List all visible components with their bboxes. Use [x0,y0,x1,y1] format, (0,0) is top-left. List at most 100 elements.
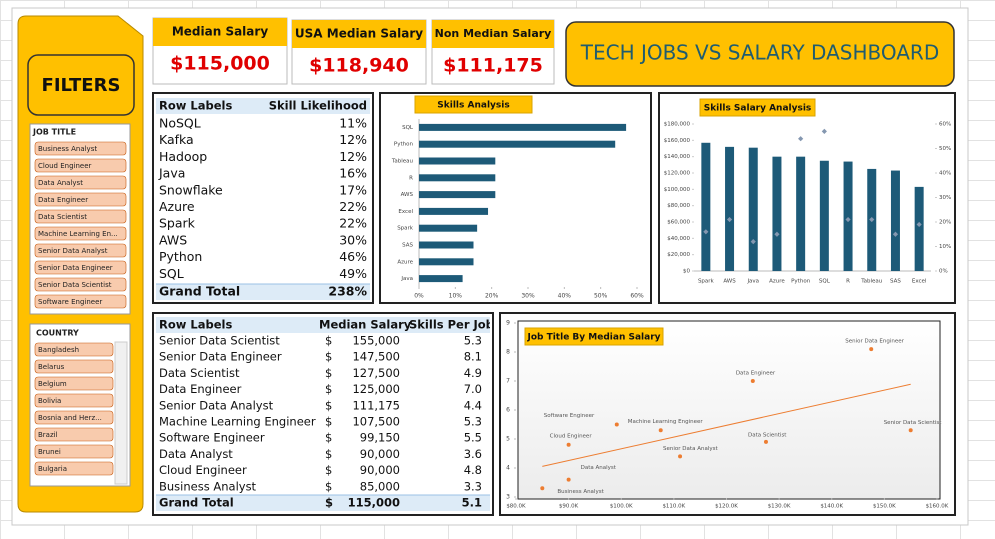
x-tick-label: Azure [769,279,785,285]
table-cell: Grand Total [159,284,240,299]
slicer-item[interactable] [34,427,114,442]
slicer-item[interactable] [34,410,114,425]
table-cell: 107,500 [352,415,400,429]
x-tick-label: Java [746,279,759,285]
y-tick-label: $160,000 [664,138,691,144]
table-cell: 17% [339,182,367,197]
table-cell: SQL [159,266,184,281]
bar [419,258,474,266]
table-cell: Java [158,166,185,181]
title-box [565,21,955,87]
table-cell: Data Engineer [159,382,242,396]
table-cell: $ [325,463,332,477]
x-tick-label: $140.0K [820,504,843,510]
x-tick-label: $130.0K [768,504,791,510]
table-cell: 238% [328,284,367,299]
point-label: Business Analyst [557,489,604,495]
y-tick-label: SQL [402,125,414,131]
scrollbar[interactable] [114,341,128,485]
skill-table [152,92,374,304]
y2-tick-label: 30% [939,195,951,201]
table-cell: Kafka [159,132,194,147]
slicer-item[interactable] [34,359,114,374]
slicer-item[interactable] [34,461,114,476]
marker [798,136,804,142]
table-cell: 30% [339,232,367,247]
marker [703,229,709,235]
slicer-item[interactable] [34,243,127,258]
card-header [292,20,426,48]
table-cell: 5.3 [464,415,482,429]
slicer-item[interactable] [34,393,114,408]
table-cell: 5.1 [462,496,482,510]
card-header [153,18,287,46]
slicer-item-label: Data Scientist [38,213,87,221]
slicer-item[interactable] [34,226,127,241]
y-tick-label: $80,000 [667,203,690,209]
table-cell: Senior Data Engineer [159,350,282,364]
card-label: Median Salary [172,25,268,39]
slicer-item-label: Software Engineer [38,298,102,306]
table-cell: Python [159,249,202,264]
slicer-item[interactable] [34,277,127,292]
x-tick-label: Excel [912,279,927,285]
slicer-item-label: Belgium [38,380,67,388]
salary-table [152,312,494,516]
y-tick-label: Spark [397,226,414,232]
slicer-item-label: Data Engineer [38,196,88,204]
filters-title: FILTERS [42,75,121,96]
slicer-item-label: Belarus [38,363,65,371]
slicer-item[interactable] [34,141,127,156]
y2-tick-label: 20% [939,220,951,226]
x-tick-label: $110.0K [662,504,685,510]
bar [419,140,616,148]
table-header: Skill Likelihood [269,99,367,113]
slicer-item[interactable] [34,192,127,207]
point-label: Data Analyst [581,465,617,471]
y-tick-label: 8 [506,349,510,356]
x-tick-label: Spark [698,279,715,285]
marker [750,239,756,245]
table-cell: Software Engineer [159,431,265,445]
y-tick-label: $100,000 [664,187,691,193]
marker [916,221,922,228]
y-tick-label: $120,000 [664,171,691,177]
slicer-item[interactable] [34,294,127,309]
x-tick-label: 40% [558,293,572,300]
point-label: Cloud Engineer [550,433,593,439]
table-cell: 99,150 [360,431,400,445]
slicer-item[interactable] [34,342,114,357]
slicer-item[interactable] [34,444,114,459]
bar [419,275,463,283]
x-tick-label: SQL [819,279,831,285]
table-header: Skills Per Job [409,318,494,332]
y-tick-label: $40,000 [667,236,690,242]
slicer-item-label: Data Analyst [38,179,83,187]
table-cell: Data Scientist [159,366,240,380]
point-label: Data Scientist [748,432,787,438]
slicer-item[interactable] [34,158,127,173]
slicer-item-label: Bulgaria [38,465,67,473]
table-cell: $ [325,382,332,396]
plot-area [517,320,941,500]
slicer-item[interactable] [34,376,114,391]
y-tick-label: $0 [683,269,690,275]
table-cell: 85,000 [360,479,400,493]
filters-box [27,54,135,116]
table-header: Median Salary [319,318,412,332]
slicer-item[interactable] [34,175,127,190]
table-cell: $ [325,415,332,429]
point [540,486,545,491]
bar [419,157,496,165]
table-cell: NoSQL [159,116,201,131]
bar [419,207,489,215]
table-cell: $ [325,431,332,445]
slicer-item[interactable] [34,260,127,275]
y-tick-label: 4 [506,465,510,472]
slicer-item-label: Machine Learning En... [38,230,118,238]
table-cell: 4.8 [464,463,482,477]
slicer-item[interactable] [34,209,127,224]
y-tick-label: Python [394,142,414,148]
table-cell: AWS [159,232,187,247]
table-cell: 5.5 [464,431,482,445]
